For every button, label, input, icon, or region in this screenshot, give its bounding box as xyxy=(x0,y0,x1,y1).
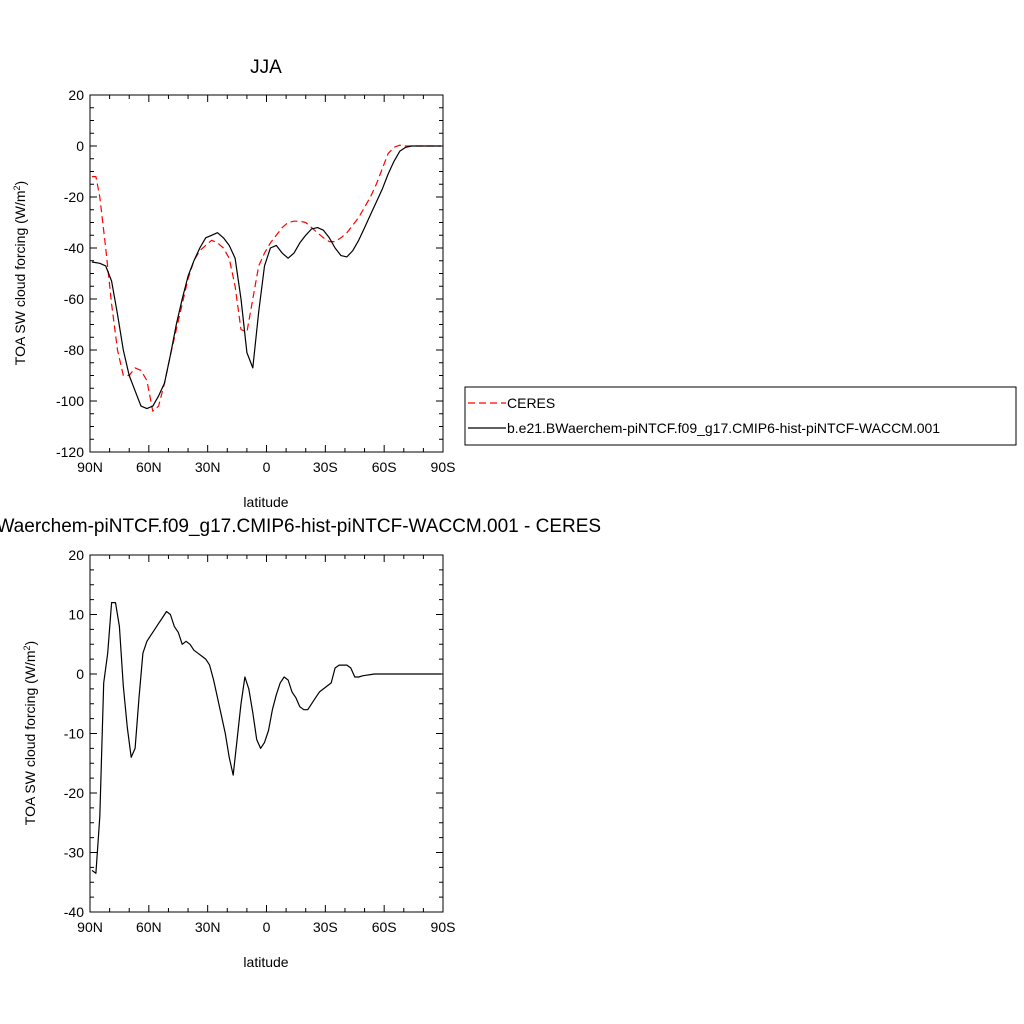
series-line-ceres xyxy=(92,144,441,412)
axis-ticks: 90N 60N 30N 0 30S 60S 90S 20 0 -20 -40 -60 -80 -100 -1… xyxy=(56,87,455,475)
x-tick-label: 90N xyxy=(77,459,103,475)
x-tick-label: 30N xyxy=(195,919,221,935)
y-tick-label: -10 xyxy=(64,726,84,742)
x-axis-label: latitude xyxy=(243,954,288,970)
x-tick-label: 60N xyxy=(136,459,162,475)
y-tick-label: -60 xyxy=(64,291,84,307)
y-tick-label: 0 xyxy=(76,666,84,682)
x-tick-label: 90N xyxy=(77,919,103,935)
y-tick-label: -120 xyxy=(56,444,84,460)
x-axis-label: latitude xyxy=(243,494,288,510)
y-tick-label: -100 xyxy=(56,393,84,409)
y-tick-label: 20 xyxy=(68,547,84,563)
panel-top: JJA 90N 60N 30N 0 30S 60S 90S 20 0 -20 -40 -60 -80 -1… xyxy=(12,57,455,510)
y-tick-label: -40 xyxy=(64,240,84,256)
chart-title: JJA xyxy=(250,57,282,78)
x-tick-label: 30N xyxy=(195,459,221,475)
y-tick-label: 0 xyxy=(76,138,84,154)
x-tick-label: 0 xyxy=(263,919,271,935)
y-axis-label: TOA SW cloud forcing (W/m2) xyxy=(22,641,38,825)
series-line-model xyxy=(91,145,441,410)
legend-label-ceres: CERES xyxy=(507,395,555,411)
x-tick-label: 60S xyxy=(372,919,397,935)
y-tick-label: 20 xyxy=(68,87,84,103)
x-tick-label: 30S xyxy=(313,459,338,475)
x-tick-label: 0 xyxy=(263,459,271,475)
axis-ticks: 90N 60N 30N 0 30S 60S 90S 20 10 0 -10 -20 -30 -40 xyxy=(64,547,456,935)
legend-label-model: b.e21.BWaerchem-piNTCF.f09_g17.CMIP6-his… xyxy=(507,420,940,436)
y-tick-label: -20 xyxy=(64,189,84,205)
y-tick-label: 10 xyxy=(68,607,84,623)
x-tick-label: 30S xyxy=(313,919,338,935)
series-group xyxy=(91,144,441,412)
y-axis-label: TOA SW cloud forcing (W/m2) xyxy=(12,181,28,365)
x-tick-label: 90S xyxy=(431,919,456,935)
x-tick-label: 60S xyxy=(372,459,397,475)
y-tick-label: -30 xyxy=(64,845,84,861)
legend: CERES b.e21.BWaerchem-piNTCF.f09_g17.CMI… xyxy=(464,386,1017,446)
series-group xyxy=(91,601,441,874)
y-tick-label: -80 xyxy=(64,342,84,358)
y-tick-label: -40 xyxy=(64,904,84,920)
series-line-model xyxy=(91,601,441,874)
x-tick-label: 90S xyxy=(431,459,456,475)
plot-frame xyxy=(89,94,444,453)
plot-frame xyxy=(89,554,444,913)
panel-bottom: b.e21.BWaerchem-piNTCF.f09_g17.CMIP6-his… xyxy=(0,516,601,970)
legend-box xyxy=(464,386,1017,446)
chart-title: b.e21.BWaerchem-piNTCF.f09_g17.CMIP6-his… xyxy=(0,516,601,537)
y-tick-label: -20 xyxy=(64,785,84,801)
x-tick-label: 60N xyxy=(136,919,162,935)
